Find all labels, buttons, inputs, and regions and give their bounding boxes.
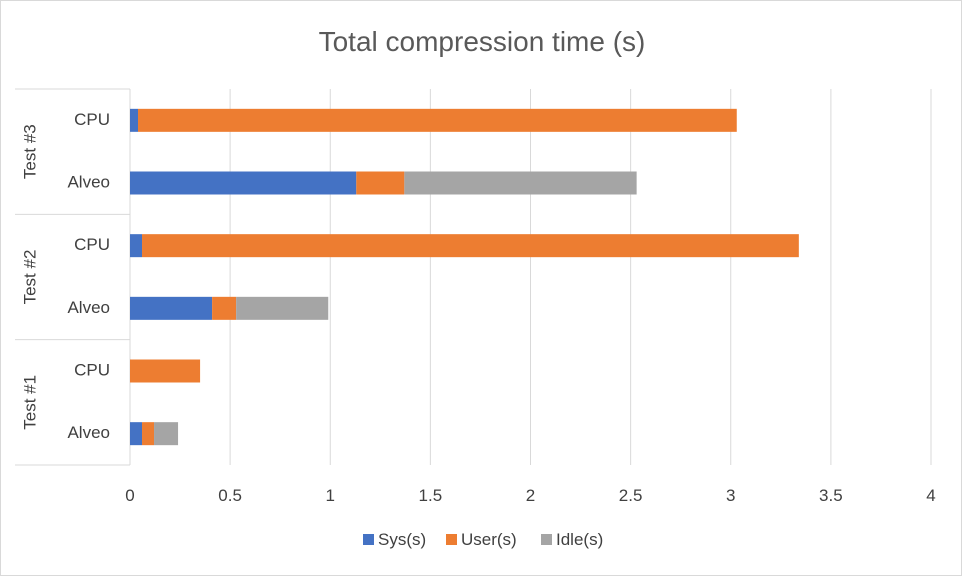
- bar-segment: [130, 108, 139, 132]
- bar-segment: [138, 108, 737, 132]
- x-tick-label: 2.5: [619, 486, 643, 505]
- chart-title: Total compression time (s): [319, 26, 646, 57]
- legend-swatch: [446, 534, 457, 545]
- category-label: Alveo: [67, 298, 110, 317]
- bar-segment: [142, 234, 799, 258]
- x-tick-label: 2: [526, 486, 535, 505]
- group-label: Test #2: [20, 250, 39, 305]
- category-label: Alveo: [67, 423, 110, 442]
- bar-segment: [130, 234, 143, 258]
- legend-label: Idle(s): [556, 530, 603, 549]
- bar-segment: [356, 171, 405, 195]
- bars: [130, 108, 799, 446]
- x-tick-label: 4: [926, 486, 935, 505]
- group-axis: Test #3 Test #2 Test #1 CPU Alveo CPU Alveo CPU…: [15, 88, 131, 466]
- x-tick-label: 3.5: [819, 486, 843, 505]
- bar-segment: [404, 171, 637, 195]
- category-label: Alveo: [67, 172, 110, 191]
- x-tick-label: 0: [125, 486, 134, 505]
- bar-segment: [236, 296, 329, 320]
- x-axis-ticks: 0 0.5 1 1.5 2 2.5 3 3.5 4: [125, 486, 935, 505]
- x-tick-label: 3: [726, 486, 735, 505]
- bar-segment: [212, 296, 237, 320]
- bar-segment: [154, 422, 179, 446]
- legend-swatch: [363, 534, 374, 545]
- x-tick-label: 1: [326, 486, 335, 505]
- bar-segment: [130, 359, 201, 383]
- legend-label: User(s): [461, 530, 517, 549]
- legend-label: Sys(s): [378, 530, 426, 549]
- legend: Sys(s) User(s) Idle(s): [363, 530, 603, 549]
- legend-swatch: [541, 534, 552, 545]
- gridlines: [129, 89, 932, 465]
- group-label: Test #1: [20, 375, 39, 430]
- category-label: CPU: [74, 110, 110, 129]
- bar-segment: [130, 171, 357, 195]
- bar-segment: [142, 422, 155, 446]
- bar-segment: [130, 296, 213, 320]
- category-label: CPU: [74, 360, 110, 379]
- x-tick-label: 0.5: [218, 486, 242, 505]
- category-label: CPU: [74, 235, 110, 254]
- bar-segment: [130, 422, 143, 446]
- group-label: Test #3: [20, 124, 39, 179]
- x-tick-label: 1.5: [419, 486, 443, 505]
